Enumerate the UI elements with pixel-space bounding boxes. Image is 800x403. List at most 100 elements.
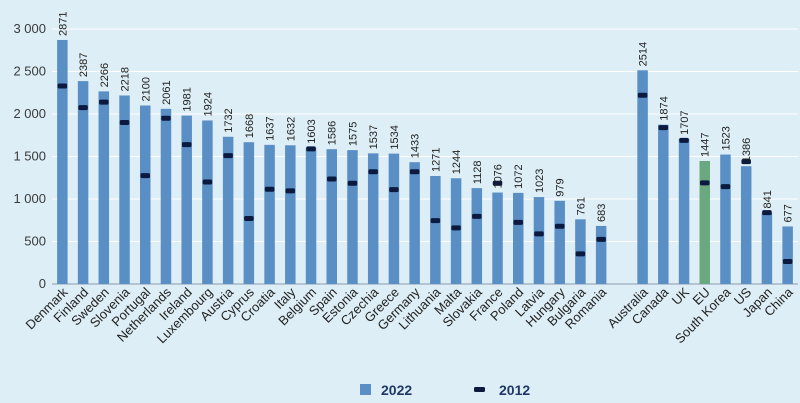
bar-2022-24 xyxy=(554,200,565,284)
value-label-29: 1874 xyxy=(658,96,670,120)
bar-2022-12 xyxy=(305,147,317,284)
value-label-12: 1603 xyxy=(306,119,318,143)
bar-2022-35 xyxy=(782,226,793,284)
bar-2022-7 xyxy=(202,120,213,285)
legend-label-2022: 2022 xyxy=(381,382,412,398)
y-tick-label-4: 2 000 xyxy=(13,106,46,121)
y-tick-label-0: 0 xyxy=(39,276,46,291)
bar-2022-32 xyxy=(720,154,731,284)
value-label-24: 979 xyxy=(555,178,567,196)
value-label-25: 761 xyxy=(575,197,587,215)
category-label-30: UK xyxy=(669,284,693,308)
value-label-6: 1981 xyxy=(182,87,194,111)
bar-2022-9 xyxy=(243,142,255,284)
marker-2012-21 xyxy=(492,180,503,186)
bar-2022-22 xyxy=(513,192,524,284)
value-label-22: 1072 xyxy=(513,164,525,188)
bar-2022-1 xyxy=(77,81,89,284)
value-label-17: 1433 xyxy=(410,134,422,158)
marker-2012-17 xyxy=(409,169,420,175)
marker-2012-3 xyxy=(119,120,130,125)
value-label-30: 1707 xyxy=(679,110,691,134)
bar-2022-26 xyxy=(595,225,607,284)
marker-2012-31 xyxy=(700,180,710,186)
value-label-33: 1386 xyxy=(741,138,753,162)
marker-2012-4 xyxy=(140,173,150,179)
y-tick-label-2: 1 000 xyxy=(13,191,46,206)
marker-2012-15 xyxy=(368,169,378,175)
marker-2012-35 xyxy=(782,258,793,264)
bar-2022-23 xyxy=(533,197,545,284)
marker-2012-16 xyxy=(389,187,399,193)
bar-2022-10 xyxy=(264,144,275,284)
value-label-0: 2871 xyxy=(57,11,69,35)
marker-2012-24 xyxy=(554,223,565,229)
marker-2012-34 xyxy=(762,210,772,216)
bar-2022-6 xyxy=(181,115,192,285)
y-tick-label-6: 3 000 xyxy=(13,21,46,36)
marker-2012-11 xyxy=(285,188,296,194)
value-label-21: 1076 xyxy=(493,164,505,188)
marker-2012-20 xyxy=(472,213,482,219)
bar-2022-3 xyxy=(119,95,130,284)
value-label-18: 1271 xyxy=(430,147,442,171)
marker-2012-33 xyxy=(741,159,751,165)
bar-2022-29 xyxy=(658,124,669,285)
marker-2012-12 xyxy=(306,146,316,152)
marker-2012-22 xyxy=(513,219,523,225)
marker-2012-7 xyxy=(202,179,213,185)
value-label-8: 1732 xyxy=(223,108,235,132)
bar-2022-33 xyxy=(740,166,752,284)
bar-2022-4 xyxy=(140,105,151,284)
marker-2012-6 xyxy=(181,142,192,148)
value-label-10: 1637 xyxy=(265,116,277,140)
marker-2012-0 xyxy=(57,83,68,89)
value-label-2: 2266 xyxy=(99,63,111,87)
bar-2022-19 xyxy=(450,178,462,284)
marker-2012-28 xyxy=(637,92,648,98)
marker-2012-13 xyxy=(327,176,337,182)
marker-2012-29 xyxy=(658,125,669,131)
marker-2012-8 xyxy=(223,153,233,159)
bar-2022-2 xyxy=(98,91,110,284)
value-label-13: 1586 xyxy=(327,121,339,145)
bar-2022-21 xyxy=(492,192,503,284)
bar-2022-28 xyxy=(637,70,648,284)
marker-2012-26 xyxy=(596,236,606,242)
value-label-23: 1023 xyxy=(534,169,546,193)
bar-2022-15 xyxy=(367,153,379,284)
value-label-4: 2100 xyxy=(140,77,152,101)
legend-label-2012: 2012 xyxy=(499,382,530,398)
marker-2012-25 xyxy=(575,251,586,257)
marker-2012-32 xyxy=(720,184,731,190)
marker-2012-30 xyxy=(679,137,689,143)
bar-2022-30 xyxy=(678,138,690,284)
bar-2022-16 xyxy=(388,153,400,284)
legend-swatch-2012 xyxy=(474,387,485,392)
bar-2022-20 xyxy=(471,188,483,284)
bar-2022-13 xyxy=(326,149,337,284)
bar-2022-14 xyxy=(347,150,358,284)
marker-2012-2 xyxy=(99,99,109,105)
marker-2012-10 xyxy=(264,186,275,192)
value-label-16: 1534 xyxy=(389,125,401,149)
marker-2012-5 xyxy=(161,115,171,121)
bar-2022-34 xyxy=(761,212,773,284)
value-label-28: 2514 xyxy=(638,42,650,66)
bar-2022-8 xyxy=(222,136,234,284)
value-label-1: 2387 xyxy=(78,53,90,77)
value-label-7: 1924 xyxy=(202,92,214,116)
value-label-32: 1523 xyxy=(720,126,732,150)
marker-2012-14 xyxy=(347,180,358,186)
value-label-19: 1244 xyxy=(451,150,463,174)
bar-2022-11 xyxy=(285,145,296,284)
bar-2022-0 xyxy=(57,39,68,285)
marker-2012-19 xyxy=(451,225,461,231)
bar-2022-18 xyxy=(430,175,441,284)
value-label-20: 1128 xyxy=(472,160,484,184)
value-label-11: 1632 xyxy=(285,117,297,141)
value-label-15: 1537 xyxy=(368,125,380,149)
marker-2012-1 xyxy=(78,105,88,111)
